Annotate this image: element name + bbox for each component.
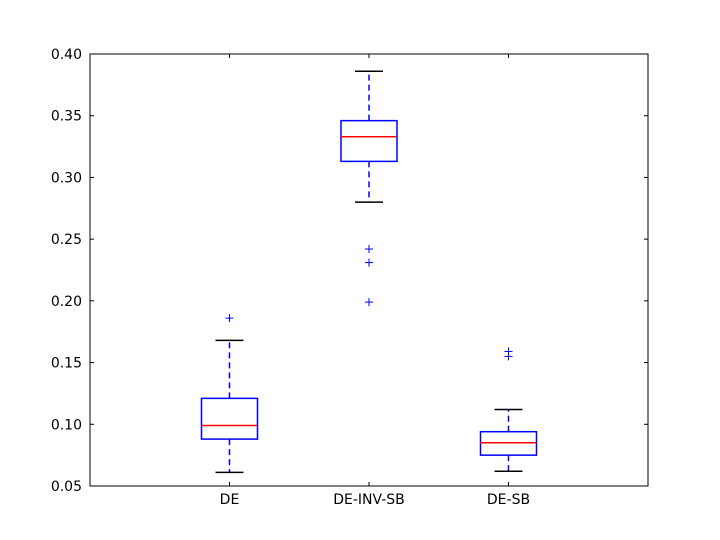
y-tick-label: 0.30 [51, 170, 82, 186]
x-axis: DE DE-INV-SB DE-SB [220, 54, 530, 508]
y-axis: 0.05 0.10 0.15 0.20 0.25 0.30 0.35 0.40 [51, 47, 648, 495]
box-group-de-inv-sb [340, 70, 398, 307]
plot-area [90, 54, 648, 486]
outlier-point [365, 298, 373, 307]
outlier-point [225, 314, 234, 323]
iqr-box [340, 119, 398, 163]
iqr-box [200, 397, 259, 440]
y-tick-label: 0.05 [51, 479, 82, 495]
y-tick-label: 0.10 [51, 417, 82, 433]
y-tick-label: 0.40 [51, 47, 82, 63]
outlier-point [365, 258, 373, 267]
box-group-de-sb [479, 347, 538, 472]
y-tick-label: 0.35 [51, 109, 82, 125]
outlier-point [365, 245, 373, 254]
y-tick-label: 0.20 [51, 294, 82, 310]
outlier-point [504, 352, 513, 361]
y-tick-label: 0.25 [51, 232, 82, 248]
x-tick-label: DE-INV-SB [333, 492, 405, 508]
box-group-de [200, 314, 259, 474]
x-tick-label: DE-SB [487, 492, 530, 508]
y-tick-label: 0.15 [51, 356, 82, 372]
boxes [200, 70, 538, 474]
x-tick-label: DE [220, 492, 240, 508]
plot-frame [89, 53, 649, 487]
